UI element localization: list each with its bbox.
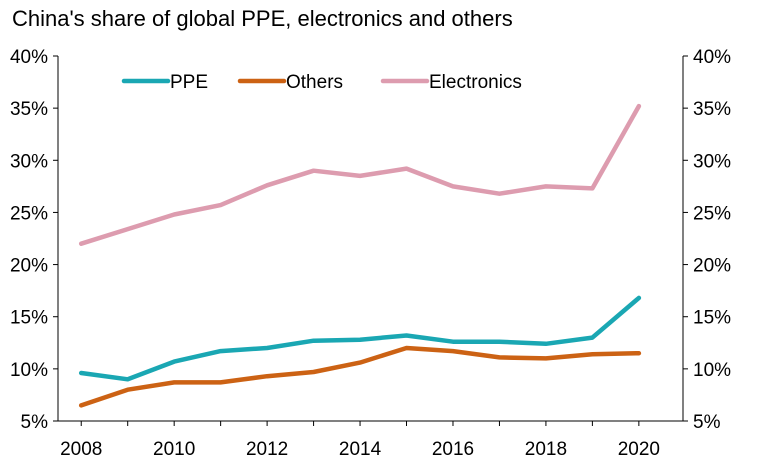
y-tick-label-left: 40% [10, 47, 48, 68]
x-tick-label: 2008 [60, 439, 102, 460]
series-line-electronics [78, 103, 642, 246]
y-tick-label-right: 20% [693, 256, 731, 277]
y-tick-label-left: 10% [10, 360, 48, 381]
chart-title: China's share of global PPE, electronics… [12, 6, 513, 31]
legend: PPE Others Electronics [121, 72, 522, 93]
y-tick-label-left: 5% [21, 412, 49, 433]
y-tick-label-left: 35% [10, 99, 48, 120]
y-tick-label-right: 10% [693, 360, 731, 381]
series-line-others [78, 345, 642, 408]
y-tick-label-left: 30% [10, 151, 48, 172]
series-lines [78, 103, 642, 408]
y-tick-label-right: 5% [693, 412, 721, 433]
y-tick-label-right: 30% [693, 151, 731, 172]
y-tick-label-right: 15% [693, 308, 731, 329]
x-tick-label: 2016 [432, 439, 474, 460]
y-tick-label-left: 25% [10, 203, 48, 224]
y-tick-label-left: 15% [10, 308, 48, 329]
series-line-ppe [78, 295, 642, 382]
tick-labels: 5% 5% 10% 10% 15% 15% 20% 20% 25% 25% 30% 30% 35% 35%… [10, 47, 731, 460]
x-tick-label: 2020 [618, 439, 660, 460]
axes [53, 55, 688, 426]
y-tick-label-right: 25% [693, 203, 731, 224]
x-tick-label: 2018 [525, 439, 567, 460]
x-tick-label: 2014 [339, 439, 382, 460]
y-tick-label-right: 35% [693, 99, 731, 120]
x-tick-label: 2012 [246, 439, 288, 460]
x-tick-label: 2010 [153, 439, 195, 460]
y-tick-label-left: 20% [10, 256, 48, 277]
y-tick-label-right: 40% [693, 47, 731, 68]
legend-label-ppe: PPE [170, 72, 208, 93]
legend-label-electronics: Electronics [429, 72, 522, 93]
legend-label-others: Others [286, 72, 343, 93]
